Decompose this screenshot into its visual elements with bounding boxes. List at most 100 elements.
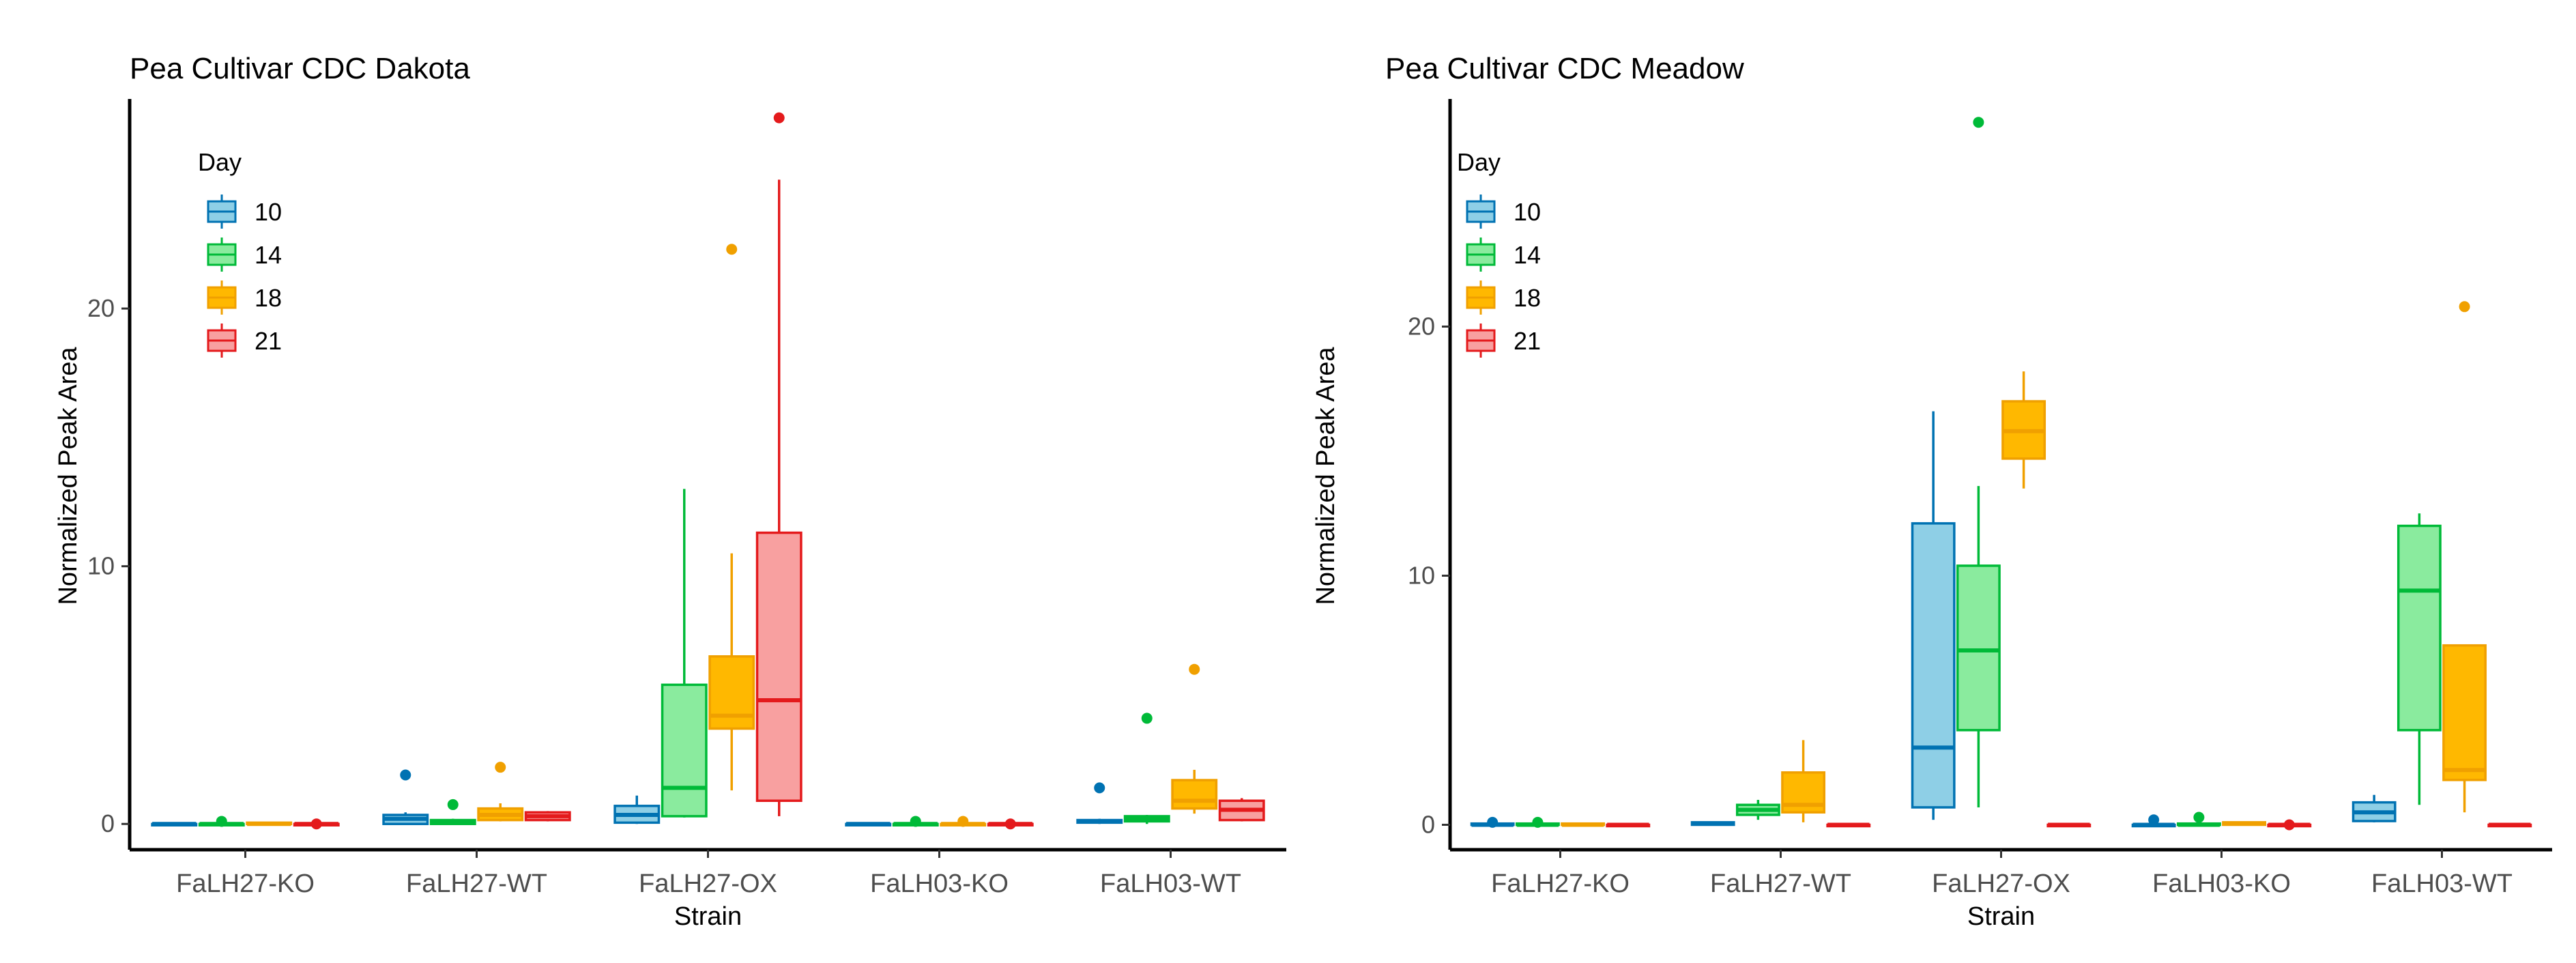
box-10-FaLH03-WT	[1076, 782, 1123, 824]
outlier-point	[2193, 811, 2205, 823]
legend-label: 14	[1514, 241, 1541, 269]
y-axis-label: Normalized Peak Area	[1312, 347, 1340, 605]
legend-title: Day	[1457, 148, 1501, 176]
box-body	[1171, 779, 1218, 810]
outlier-point	[957, 816, 969, 827]
legend-item-10: 10	[1466, 195, 1541, 229]
box-body	[1911, 522, 1956, 809]
box-14-FaLH03-KO	[2176, 811, 2221, 827]
y-tick-label: 10	[1408, 562, 1435, 590]
box-18-FaLH03-KO	[2222, 821, 2267, 827]
y-tick-label: 20	[87, 294, 115, 322]
y-tick-label: 0	[1421, 811, 1435, 839]
outlier-point	[1189, 663, 1200, 675]
x-tick-label: FaLH03-WT	[2371, 869, 2513, 898]
legend-item-21: 21	[207, 324, 282, 358]
outlier-point	[2283, 819, 2295, 831]
x-axis-label: Strain	[674, 902, 742, 931]
x-axis-label: Strain	[1967, 902, 2035, 931]
legend-item-14: 14	[207, 238, 282, 272]
box-14-FaLH03-KO	[892, 816, 939, 827]
box-21-FaLH03-WT	[1218, 798, 1265, 822]
outlier-point	[726, 244, 738, 255]
outlier-point	[400, 769, 411, 781]
x-tick-label: FaLH03-WT	[1100, 869, 1241, 898]
legend-item-21: 21	[1466, 324, 1541, 358]
box-18-FaLH27-OX	[2001, 371, 2046, 489]
box-10-FaLH27-OX	[1911, 411, 1956, 820]
chart-title: Pea Cultivar CDC Meadow	[1385, 52, 1744, 85]
legend-item-18: 18	[1466, 281, 1541, 315]
legend: Day 10 14 18 21	[1457, 148, 1541, 358]
box-18-FaLH27-KO	[246, 821, 293, 827]
box-14-FaLH03-WT	[2397, 513, 2442, 805]
box-10-FaLH03-KO	[2131, 814, 2176, 828]
x-tick-label: FaLH03-KO	[2152, 869, 2291, 898]
box-21-FaLH03-KO	[987, 818, 1034, 830]
outlier-point	[1487, 816, 1499, 828]
box-body	[661, 683, 708, 818]
y-tick-label: 20	[1408, 313, 1435, 341]
outlier-point	[2459, 301, 2470, 313]
box-21-FaLH27-KO	[293, 818, 340, 830]
box-18-FaLH27-KO	[1561, 822, 1606, 827]
box-10-FaLH27-OX	[613, 795, 661, 824]
x-tick-label: FaLH27-WT	[406, 869, 547, 898]
box-14-FaLH27-KO	[1515, 816, 1560, 828]
box-body	[708, 655, 755, 730]
box-18-FaLH03-WT	[1171, 663, 1218, 814]
legend-label: 10	[1514, 198, 1541, 226]
box-14-FaLH27-OX	[1956, 117, 2001, 807]
box-body	[2397, 524, 2442, 732]
box-21-FaLH27-KO	[1606, 822, 1651, 828]
box-21-FaLH27-OX	[755, 112, 802, 816]
x-tick-label: FaLH03-KO	[870, 869, 1009, 898]
chart-title: Pea Cultivar CDC Dakota	[130, 52, 470, 85]
legend-label: 10	[255, 198, 282, 226]
box-10-FaLH27-KO	[151, 822, 198, 827]
box-18-FaLH03-WT	[2442, 301, 2487, 813]
legend-item-14: 14	[1466, 238, 1541, 272]
outlier-point	[1004, 818, 1016, 830]
outlier-point	[447, 799, 459, 810]
outlier-point	[310, 818, 322, 830]
box-10-FaLH03-KO	[845, 822, 892, 827]
outlier-point	[1973, 117, 1984, 128]
box-14-FaLH27-WT	[429, 799, 476, 825]
legend: Day 10 14 18 21	[198, 148, 282, 358]
legend-label: 21	[255, 327, 282, 355]
box-10-FaLH03-WT	[2351, 794, 2397, 822]
box-14-FaLH27-OX	[661, 489, 708, 818]
outlier-point	[910, 816, 921, 827]
x-tick-label: FaLH27-OX	[639, 869, 777, 898]
legend-title: Day	[198, 148, 242, 176]
outlier-point	[495, 762, 506, 773]
box-14-FaLH27-WT	[1735, 800, 1780, 820]
y-axis-label: Normalized Peak Area	[54, 347, 83, 605]
box-18-FaLH27-WT	[477, 762, 524, 822]
box-18-FaLH27-WT	[1781, 740, 1826, 822]
x-tick-label: FaLH27-KO	[176, 869, 315, 898]
box-10-FaLH27-KO	[1470, 816, 1515, 828]
box-18-FaLH03-KO	[940, 816, 987, 827]
box-21-FaLH03-KO	[2267, 819, 2312, 831]
legend-item-10: 10	[207, 195, 282, 229]
outlier-point	[1094, 782, 1105, 794]
legend-label: 18	[255, 284, 282, 312]
y-tick-label: 0	[101, 809, 115, 837]
box-body	[1956, 564, 2001, 732]
y-tick-label: 10	[87, 552, 115, 580]
box-body	[2442, 644, 2487, 781]
outlier-point	[773, 112, 785, 124]
x-tick-label: FaLH27-OX	[1932, 869, 2070, 898]
outlier-point	[1141, 713, 1153, 724]
x-tick-label: FaLH27-KO	[1491, 869, 1630, 898]
outlier-point	[1532, 816, 1544, 828]
chart-panel-1: Pea Cultivar CDC Dakota Normalized Peak A…	[54, 52, 1286, 931]
legend-label: 14	[255, 241, 282, 269]
box-10-FaLH27-WT	[382, 769, 429, 825]
box-10-FaLH27-WT	[1690, 821, 1735, 827]
box-body	[755, 531, 802, 803]
x-tick-label: FaLH27-WT	[1710, 869, 1851, 898]
